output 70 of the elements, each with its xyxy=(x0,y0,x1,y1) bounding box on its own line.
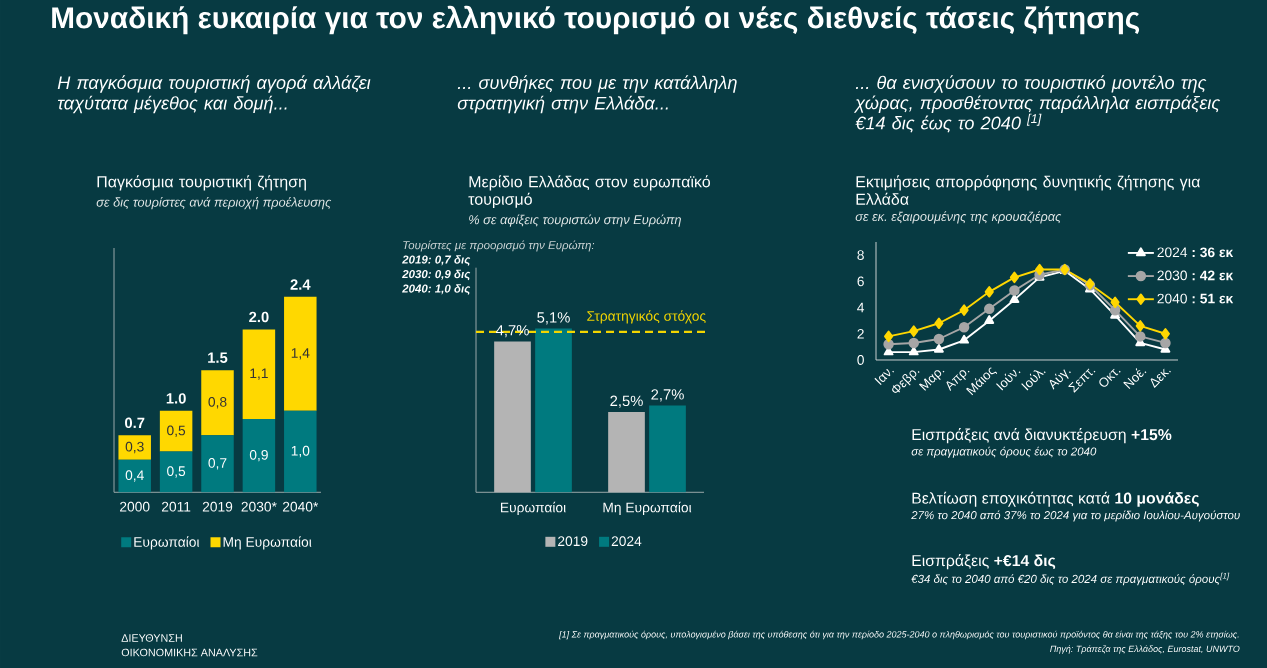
x-tick-label: 2019 xyxy=(202,501,233,512)
legend-label: Μη Ευρωπαίοι xyxy=(223,536,312,550)
chart-title: Εκτιμήσεις απορρόφησης δυνητικής ζήτησης για Ελλάδα xyxy=(856,175,1200,205)
data-label: 1,4 xyxy=(291,348,310,360)
x-tick-label: 2030* xyxy=(241,501,277,512)
total-label: 0.7 xyxy=(125,417,145,429)
text: 2030: 0,9 δις xyxy=(402,269,471,281)
data-label: 5,1% xyxy=(537,312,570,325)
ref-line-label: Στρατηγικός στόχος xyxy=(587,310,706,324)
data-label: 2,5% xyxy=(610,395,643,408)
legend-label: 2030 : 42 εκ xyxy=(1157,270,1234,281)
data-label: 0,5 xyxy=(167,466,186,478)
text: Τουρίστες με προορισμό την Ευρώπη: xyxy=(403,240,595,252)
data-label: 0,3 xyxy=(125,441,144,454)
x-tick-label: Νοέ. xyxy=(1123,368,1147,390)
text: Η παγκόσμια τουριστική αγορά αλλάζει ταχύτατα μέγεθος και δομή... xyxy=(57,75,371,114)
y-tick-label: 8 xyxy=(857,250,864,260)
total-label: 2.4 xyxy=(290,279,311,290)
text: ... θα ενισχύσουν το τουριστικό μοντέλο της χώρας, προσθέτοντας παράλληλα εισπράξεις €14 δις έως το 2040 $^{[1]}$ xyxy=(853,75,1221,133)
data-label: 1,0 xyxy=(291,445,310,458)
x-tick-label: Ιούν. xyxy=(996,369,1021,391)
data-label: 2,7% xyxy=(651,389,684,402)
x-tick-label: 2000 xyxy=(120,501,150,512)
x-tick-label: Ιαν. xyxy=(874,369,895,386)
x-tick-label: Μη Ευρωπαίοι xyxy=(603,501,692,516)
data-label: 0,4 xyxy=(125,470,144,482)
text: σε πραγματικούς όρους έως το 2040 xyxy=(911,446,1097,458)
chart-title: Παγκόσμια τουριστική ζήτηση xyxy=(97,175,306,191)
text: Βελτίωση εποχικότητας κατά 10 μονάδες xyxy=(912,491,1199,507)
x-tick-label: Δεκ. xyxy=(1150,368,1171,388)
legend-label: 2019 xyxy=(558,536,588,547)
chart-subtitle: % σε αφίξεις τουριστών στην Ευρώπη xyxy=(469,214,681,227)
text: 2019: 0,7 δις xyxy=(402,255,471,266)
data-label: 0,7 xyxy=(208,458,227,470)
x-tick-label: Οκτ. xyxy=(1099,368,1121,387)
y-tick-label: 2 xyxy=(857,328,864,339)
legend-label: 2024 xyxy=(611,536,642,547)
text: Εισπράξεις +€14 δις xyxy=(912,554,1056,570)
text: ΟΙΚΟΝΟΜΙΚΗΣ ΑΝΑΛΥΣΗΣ xyxy=(121,648,258,657)
text: [1] Σε πραγματικούς όρους, υπολογισμένο βάσει της υπόθεσης ότι για την περίοδο 2025-2040 ο πληθωρισμός του τουριστικού προϊόντος θα είναι της τάξης του 2% ετησίως. xyxy=(558,630,1239,640)
y-tick-label: 6 xyxy=(857,276,864,287)
legend-label: Ευρωπαίοι xyxy=(134,536,200,550)
text: Πηγή: Τράπεζα της Ελλάδος, Eurostat, UNWTO xyxy=(1050,645,1240,654)
data-label: 0,8 xyxy=(208,397,227,409)
data-label: 0,9 xyxy=(249,449,268,462)
legend-label: 2040 : 51 εκ xyxy=(1157,293,1234,304)
x-tick-label: Ιούλ. xyxy=(1021,370,1046,391)
y-tick-label: 4 xyxy=(857,302,865,313)
text: Εισπράξεις ανά διανυκτέρευση +15% xyxy=(912,428,1172,444)
y-tick-label: 0 xyxy=(857,355,864,365)
data-label: 1,1 xyxy=(250,368,268,380)
chart-subtitle: σε δις τουρίστες ανά περιοχή προέλευσης xyxy=(96,196,332,210)
text: 2040: 1,0 δις xyxy=(402,284,471,295)
x-tick-label: Μαρ. xyxy=(918,370,945,391)
x-tick-label: 2011 xyxy=(161,501,191,512)
total-label: 1.5 xyxy=(208,352,228,363)
data-label: 4,7% xyxy=(495,325,529,338)
text: 27% το 2040 από 37% το 2024 για το μερίδιο Ιουλίου-Αυγούστου xyxy=(911,510,1240,522)
text: €34 δις το 2040 από €20 δις το 2024 σε πραγματικούς όρους$^{[1]}$ xyxy=(911,572,1230,586)
data-label: 0,5 xyxy=(167,425,186,437)
text: Μοναδική ευκαιρία για τον ελληνικό τουρισμό οι νέες διεθνείς τάσεις ζήτησης xyxy=(52,5,1140,35)
x-tick-label: Ευρωπαίοι xyxy=(500,501,566,516)
legend-label: 2024 : 36 εκ xyxy=(1157,247,1234,258)
total-label: 1.0 xyxy=(166,393,186,404)
text: ΔΙΕΥΘΥΝΣΗ xyxy=(121,634,182,642)
text: ... συνθήκες που με την κατάλληλη στρατηγική στην Ελλάδα... xyxy=(457,75,737,114)
total-label: 2.0 xyxy=(249,311,269,323)
x-tick-label: 2040* xyxy=(282,501,319,512)
chart-subtitle: σε εκ. εξαιρουμένης της κρουαζιέρας xyxy=(855,211,1062,224)
chart-title: Μερίδιο Ελλάδας στον ευρωπαϊκό τουρισμό xyxy=(468,175,711,209)
